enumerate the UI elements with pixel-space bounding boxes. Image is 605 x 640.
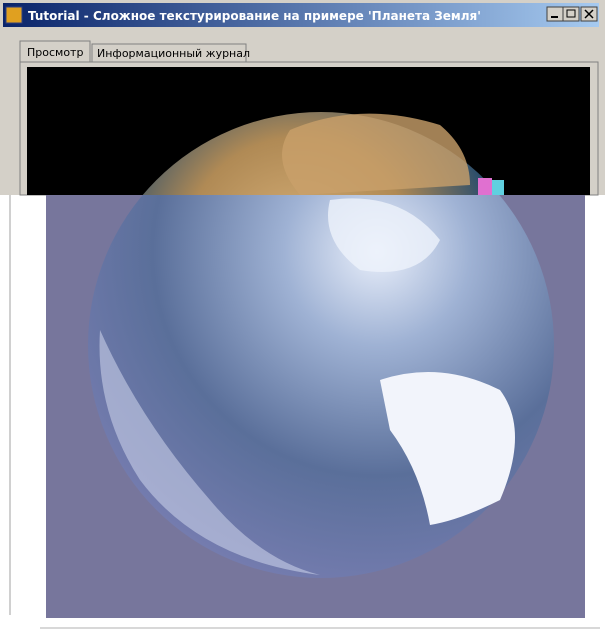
minimize-button[interactable] — [546, 6, 564, 22]
title-bar — [3, 3, 599, 27]
window-title: Tutorial - Сложное текстурирование на пр… — [28, 9, 481, 23]
window-buttons — [546, 6, 598, 22]
tab-label: Просмотр — [27, 46, 83, 59]
earth-render — [88, 195, 554, 578]
maximize-button[interactable] — [562, 6, 580, 22]
earth-render-top — [142, 112, 504, 195]
app-icon — [5, 6, 23, 24]
tab-label: Информационный журнал — [97, 47, 250, 60]
